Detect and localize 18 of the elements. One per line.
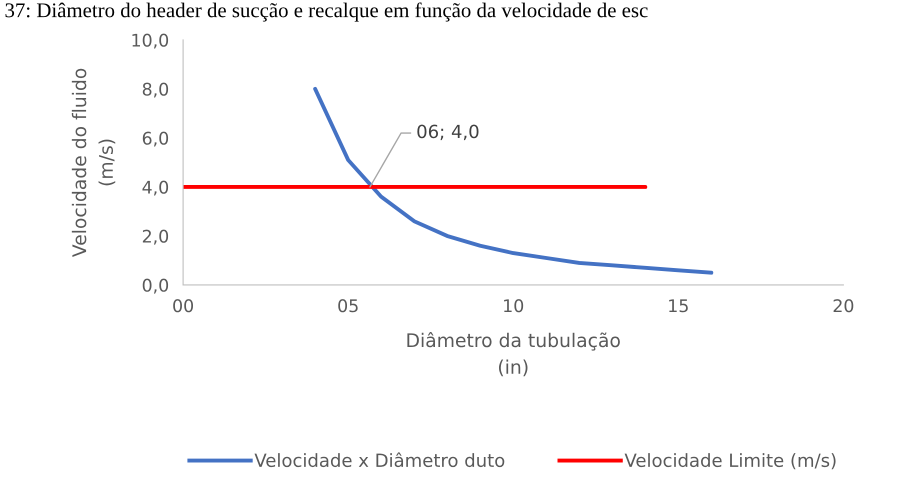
legend-label: Velocidade Limite (m/s) [624,453,836,470]
x-tick-label: 00 [173,299,193,312]
y-tick-label: 6,0 [142,132,168,147]
x-tick-label: 20 [834,299,854,312]
chart-title: 37: Diâmetro do header de sucção e recalque em função da velocidade de esc [6,2,648,22]
y-tick-label: 10,0 [132,34,168,49]
x-tick-label: 10 [504,299,524,312]
x-tick-label: 05 [338,299,358,312]
x-tick-label: 15 [669,299,688,312]
legend-label: Velocidade x Diâmetro duto [254,452,504,468]
y-axis-title: Velocidade do fluido (m/s) [72,68,116,258]
line-series [313,86,714,275]
y-tick-label: 8,0 [142,82,168,98]
annotation: 06; 4,0 [417,124,478,140]
x-axis-title: Diâmetro da tubulação (in) [407,332,620,376]
y-tick-label: 0,0 [142,278,168,294]
y-tick-label: 2,0 [142,230,168,245]
y-tick-label: 4,0 [142,180,168,196]
